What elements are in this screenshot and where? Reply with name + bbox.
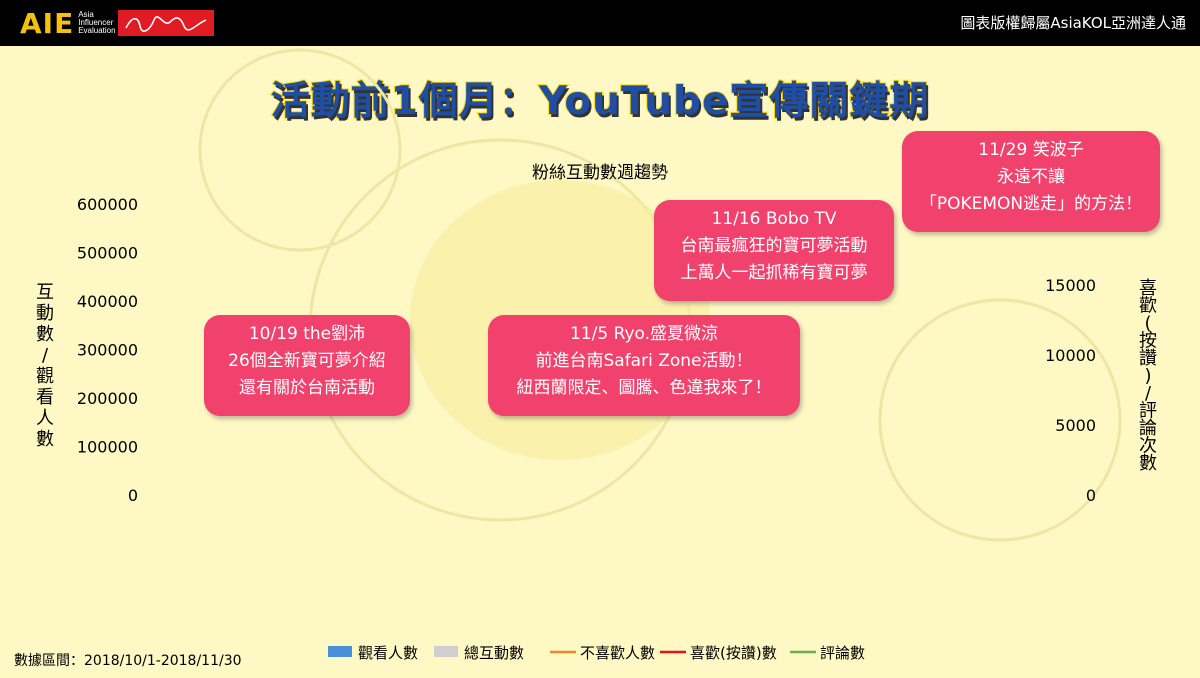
y-tick-label: 200000 [77, 389, 138, 408]
legend-swatch [328, 646, 352, 657]
callout-line: 11/16 Bobo TV [711, 209, 837, 229]
y-axis-title-char: 數 [36, 429, 54, 450]
y-tick-label: 600000 [77, 195, 138, 214]
callout-line: 台南最瘋狂的寶可夢活動 [680, 236, 868, 256]
callout-liupei: 10/19 the劉沛 26個全新寶可夢介紹 還有關於台南活動 [204, 315, 410, 416]
y2-axis-title-char: 喜 [1139, 278, 1157, 299]
watermark-ring [878, 298, 1122, 542]
callout-bobotv: 11/16 Bobo TV 台南最瘋狂的寶可夢活動 上萬人一起抓稀有寶可夢 [654, 200, 894, 301]
legend-swatch [434, 646, 458, 657]
callout-line: 「POKEMON逃走」的方法！ [919, 194, 1143, 214]
aie-logo: AIE Asia Influencer Evaluation [20, 6, 128, 40]
aie-logo-sub-2: Influencer [78, 18, 114, 27]
legend-label: 喜歡(按讚)數 [690, 644, 777, 662]
legend-label: 評論數 [820, 644, 865, 662]
data-range-footnote: 數據區間：2018/10/1-2018/11/30 [14, 653, 242, 669]
callout-line: 前進台南Safari Zone活動！ [535, 351, 753, 371]
callout-line: 上萬人一起抓稀有寶可夢 [680, 263, 868, 283]
y-axis-title-char: 互 [36, 282, 54, 303]
y2-tick-label: 10000 [1045, 346, 1096, 365]
copyright-text: 圖表版權歸屬AsiaKOL亞洲達人通 [960, 14, 1186, 32]
callout-line: 10/19 the劉沛 [248, 324, 366, 344]
top-bar: AIE Asia Influencer Evaluation 圖表版權歸屬Asi… [0, 0, 1200, 46]
legend-label: 總互動數 [464, 644, 524, 662]
y-axis-title-char: 觀 [36, 366, 54, 387]
callout-line: 還有關於台南活動 [239, 378, 375, 398]
y-axis-title-char: 人 [36, 408, 54, 429]
y2-tick-label: 5000 [1055, 416, 1096, 435]
callout-line: 永遠不讓 [997, 167, 1065, 187]
y-axis-title-char: 看 [36, 387, 54, 408]
aie-logo-text: AIE [20, 6, 75, 40]
legend-label: 觀看人數 [358, 644, 418, 662]
y-tick-label: 0 [128, 486, 138, 505]
page-title: 活動前1個月：YouTube宣傳關鍵期 [270, 78, 930, 125]
y-axis-title-char: / [42, 345, 49, 366]
callout-xiaobozi: 11/29 笑波子 永遠不讓 「POKEMON逃走」的方法！ [902, 131, 1160, 232]
y-tick-label: 100000 [77, 438, 138, 457]
y2-tick-label: 15000 [1045, 276, 1096, 295]
y2-axis-title-char: 讚 [1139, 348, 1157, 369]
y2-axis-title-char: 評 [1139, 401, 1157, 422]
chart-title: 粉絲互動數週趨勢 [532, 163, 668, 183]
callout-line: 11/5 Ryo.盛夏微涼 [569, 324, 719, 344]
callout-line: 11/29 笑波子 [978, 140, 1084, 160]
asiakol-signature-logo [118, 10, 214, 36]
y2-axis-title-char: 論 [1139, 418, 1157, 439]
y2-tick-label: 0 [1086, 486, 1096, 505]
y-axis-title-char: 數 [36, 324, 54, 345]
y-tick-label: 300000 [77, 341, 138, 360]
y2-axis-title-char: ( [1144, 313, 1151, 334]
y-tick-label: 400000 [77, 292, 138, 311]
y2-axis-title-char: 數 [1139, 453, 1157, 474]
y2-axis-title-char: 按 [1139, 331, 1157, 352]
y2-axis-title-char: 歡 [1139, 296, 1157, 317]
y2-axis-title-char: / [1145, 383, 1152, 404]
watermark-ring [198, 48, 402, 252]
y2-axis-title-char: 次 [1139, 436, 1157, 457]
signature-icon [125, 16, 207, 32]
legend-label: 不喜歡人數 [580, 644, 655, 662]
callout-line: 紐西蘭限定、圖騰、色違我來了！ [516, 378, 772, 398]
y2-axis-title-char: ) [1144, 366, 1151, 387]
aie-logo-sub-1: Asia [78, 10, 94, 19]
aie-logo-subtext: Asia Influencer Evaluation [78, 11, 128, 35]
y-tick-label: 500000 [77, 244, 138, 263]
callout-line: 26個全新寶可夢介紹 [228, 351, 386, 371]
y-axis-title-char: 動 [36, 303, 54, 324]
callout-ryo: 11/5 Ryo.盛夏微涼 前進台南Safari Zone活動！ 紐西蘭限定、圖… [488, 315, 800, 416]
aie-logo-sub-3: Evaluation [78, 26, 116, 35]
